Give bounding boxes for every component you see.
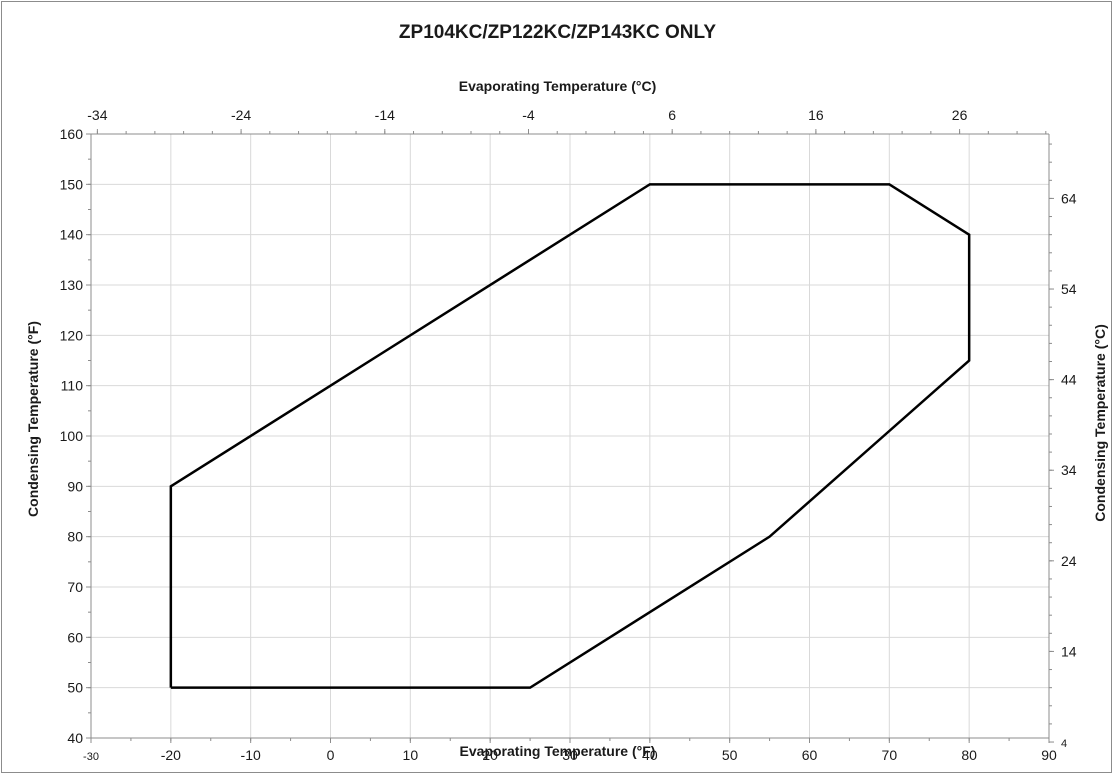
- x-tick-label: 90: [1041, 747, 1057, 763]
- x-tick-label: -30: [83, 751, 99, 763]
- x2-tick-label: -4: [522, 107, 535, 123]
- y-tick-label: 60: [67, 629, 83, 645]
- y2-tick-label: 24: [1061, 553, 1077, 569]
- x2-tick-label: -34: [87, 107, 107, 123]
- y2-tick-label: 34: [1061, 462, 1077, 478]
- y-tick-label: 120: [60, 327, 84, 343]
- y-tick-label: 50: [67, 680, 83, 696]
- x2-tick-label: 26: [952, 107, 968, 123]
- x-tick-label: 10: [403, 747, 419, 763]
- x-tick-label: -20: [161, 747, 181, 763]
- x-axis-title: Evaporating Temperature (°F): [459, 743, 656, 759]
- x-tick-label: 50: [722, 747, 738, 763]
- chart-title: ZP104KC/ZP122KC/ZP143KC ONLY: [398, 22, 717, 43]
- x-tick-label: 60: [802, 747, 818, 763]
- y2-tick-label: 44: [1061, 372, 1077, 388]
- envelope-line: [169, 183, 971, 689]
- y-tick-label: 130: [60, 277, 84, 293]
- y-tick-label: 110: [61, 378, 84, 394]
- x-tick-label: 40: [642, 747, 658, 763]
- x2-tick-label: -24: [231, 107, 251, 123]
- y-tick-label: 160: [60, 126, 84, 142]
- y2-tick-label: 4: [1061, 738, 1067, 750]
- y2-tick-label: 14: [1061, 643, 1077, 659]
- y-tick-label: 90: [67, 478, 83, 494]
- y-tick-label: 40: [67, 730, 83, 746]
- x-tick-label: 0: [327, 747, 335, 763]
- y-tick-label: 140: [60, 227, 84, 243]
- y2-tick-label: 64: [1061, 190, 1077, 206]
- x-tick-label: 70: [882, 747, 898, 763]
- x-tick-label: -10: [241, 747, 261, 763]
- y2-tick-label: 54: [1061, 281, 1077, 297]
- y-tick-label: 80: [67, 529, 83, 545]
- y-tick-label: 150: [60, 176, 84, 192]
- y-tick-label: 100: [60, 428, 84, 444]
- x-tick-label: 80: [961, 747, 977, 763]
- x2-tick-label: 16: [808, 107, 824, 123]
- x2-axis-title: Evaporating Temperature (°C): [458, 78, 657, 94]
- x2-tick-label: 6: [668, 107, 676, 123]
- x2-tick-label: -14: [375, 107, 395, 123]
- x-tick-label: 20: [482, 747, 498, 763]
- y-tick-label: 70: [67, 579, 83, 595]
- x-tick-label: 30: [562, 747, 578, 763]
